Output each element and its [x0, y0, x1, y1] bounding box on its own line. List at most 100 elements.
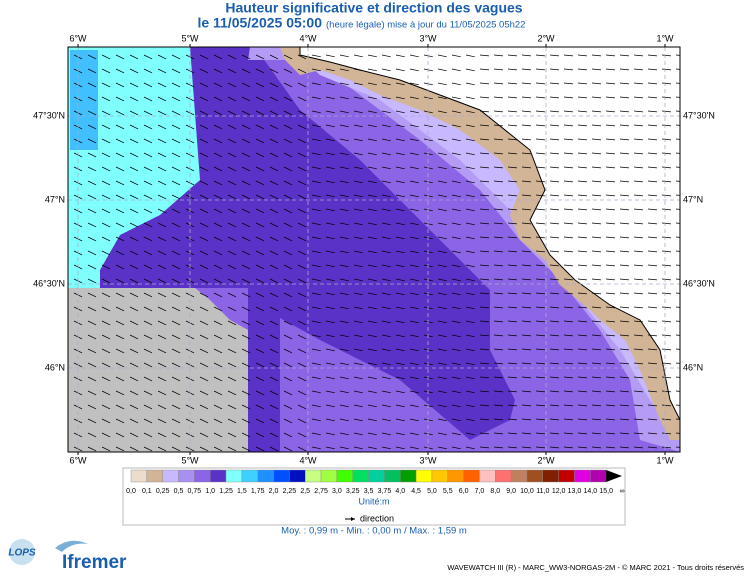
land	[299, 47, 680, 421]
wave-arrow	[493, 278, 503, 281]
wave-arrow	[633, 82, 643, 85]
wave-arrow	[255, 68, 265, 74]
wave-arrow	[227, 446, 237, 452]
wave-arrow	[213, 432, 223, 438]
wave-arrow	[563, 208, 573, 211]
legend-swatch	[590, 469, 607, 483]
wave-arrow	[423, 222, 433, 226]
wave-arrow	[479, 292, 489, 295]
wave-arrow	[465, 348, 475, 352]
wave-arrow	[493, 362, 503, 365]
wave-arrow	[619, 348, 629, 351]
wave-arrow	[661, 180, 671, 183]
wave-arrow	[339, 334, 349, 338]
wave-arrow	[101, 236, 111, 242]
wave-arrow	[87, 390, 97, 396]
wave-arrow	[353, 278, 363, 282]
wave-arrow	[269, 194, 279, 200]
wave-arrow	[241, 292, 251, 298]
wave-arrow	[367, 376, 377, 380]
wave-arrow	[493, 348, 503, 351]
wave-arrow	[157, 180, 167, 186]
wave-arrow	[549, 96, 559, 99]
wave-arrow	[661, 362, 671, 365]
wave-arrow	[213, 236, 223, 242]
wave-arrow	[381, 208, 391, 212]
wave-arrow	[409, 194, 419, 198]
wave-arrow	[647, 334, 657, 337]
wave-arrow	[297, 236, 307, 242]
wave-arrow	[283, 96, 293, 102]
wave-arrow	[353, 334, 363, 338]
wave-arrow	[241, 54, 251, 60]
wave-arrow	[129, 390, 139, 396]
wave-arrow	[353, 166, 363, 170]
wave-arrow	[661, 96, 671, 99]
wave-arrow	[437, 208, 447, 212]
wave-arrow	[325, 320, 335, 324]
wave-arrow	[563, 404, 573, 407]
wave-arrow	[507, 376, 517, 379]
wave-arrow	[255, 306, 265, 312]
wave-arrow	[157, 306, 167, 312]
wave-arrow	[311, 110, 321, 114]
wave-arrow	[101, 82, 111, 88]
wave-arrow	[367, 138, 377, 142]
wave-arrow	[605, 432, 615, 435]
wave-arrow	[647, 222, 657, 225]
wave-arrow	[563, 292, 573, 295]
wave-arrow	[339, 306, 349, 310]
wave-arrow	[577, 376, 587, 379]
wave-arrow	[129, 82, 139, 88]
wave-arrow	[521, 124, 531, 127]
wave-arrow	[255, 278, 265, 284]
wave-arrow	[549, 432, 559, 435]
wave-arrow	[213, 110, 223, 116]
wave-arrow	[633, 376, 643, 379]
wave-arrow	[521, 68, 531, 71]
wave-arrow	[325, 306, 335, 310]
wave-arrow	[535, 404, 545, 407]
wave-arrow	[577, 362, 587, 365]
wave-arrow	[297, 166, 307, 172]
wave-arrow	[451, 180, 461, 184]
wave-arrow	[437, 334, 447, 338]
wave-arrow	[241, 334, 251, 340]
wave-arrow	[171, 320, 181, 326]
wave-arrow	[353, 250, 363, 254]
wave-arrow	[199, 334, 209, 340]
wave-arrow	[143, 292, 153, 298]
wave-arrow	[199, 166, 209, 172]
wave-arrow	[423, 166, 433, 170]
wave-arrow	[507, 166, 517, 169]
wave-arrow	[479, 54, 489, 57]
wave-arrow	[101, 194, 111, 200]
wave-arrow	[171, 166, 181, 172]
wave-arrow	[563, 68, 573, 71]
wave-arrow	[227, 54, 237, 60]
wave-arrow	[409, 82, 419, 86]
wave-arrow	[605, 236, 615, 239]
wave-arrow	[283, 180, 293, 186]
wave-arrow	[507, 222, 517, 225]
wave-arrow	[325, 432, 335, 436]
wave-arrow	[269, 166, 279, 172]
wave-arrow	[451, 376, 461, 380]
wave-arrow	[591, 250, 601, 253]
wave-arrow	[367, 390, 377, 394]
wave-arrow	[129, 222, 139, 228]
wave-arrow	[395, 250, 405, 254]
wave-arrow	[255, 236, 265, 242]
wave-arrow	[479, 334, 489, 337]
wave-arrow	[591, 292, 601, 295]
wave-arrow	[157, 68, 167, 74]
wave-arrow	[367, 110, 377, 114]
wave-arrow	[437, 68, 447, 72]
lat-label: 47°N	[683, 194, 703, 204]
wave-arrow	[87, 376, 97, 382]
legend-label: 3,25	[346, 488, 360, 495]
wave-arrow	[157, 334, 167, 340]
wave-arrow	[87, 236, 97, 242]
wave-arrow	[507, 236, 517, 239]
wave-arrow	[437, 110, 447, 114]
